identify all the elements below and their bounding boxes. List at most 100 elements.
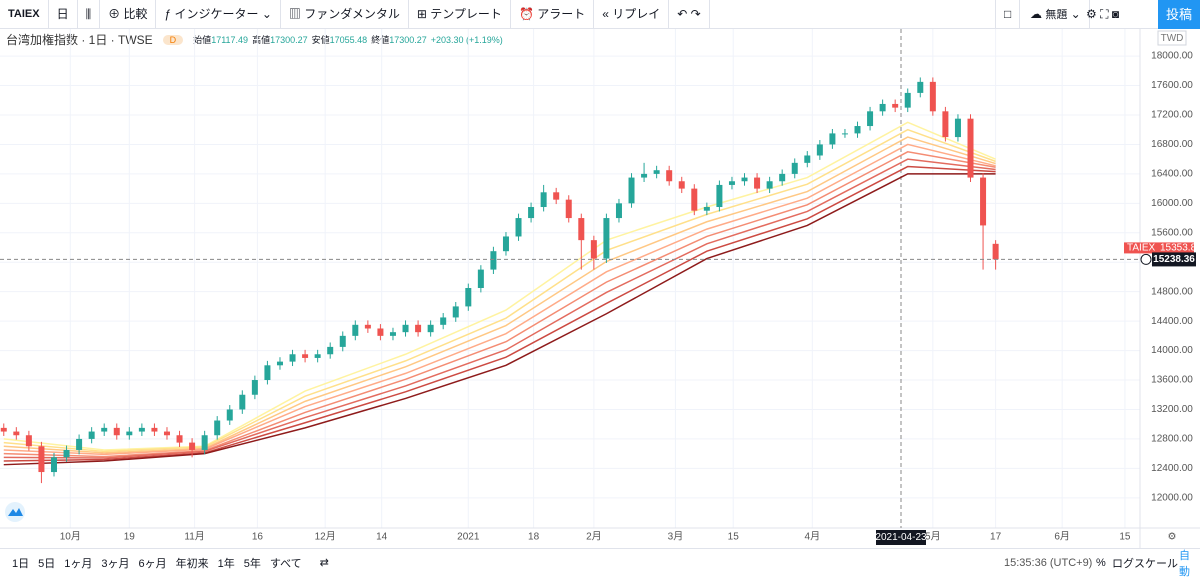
range-button[interactable]: 1ヶ月 [64, 557, 93, 570]
crosshair-date-bg [876, 530, 926, 545]
candle-body [201, 435, 208, 450]
candle-body [364, 324, 371, 329]
candle-body [754, 177, 761, 189]
candle-body [980, 177, 987, 226]
compare[interactable]: ⊕ 比較 [100, 0, 157, 29]
templates[interactable]: ⊞ テンプレート [409, 0, 511, 29]
range-button[interactable]: 5日 [38, 557, 56, 570]
candle-body [490, 251, 497, 270]
candle-body [88, 431, 95, 439]
candle-body [427, 324, 434, 333]
x-tick-label: 10月 [60, 531, 81, 543]
cloud-label: 無題 [1045, 8, 1068, 21]
settings-icon: ⚙ [1168, 532, 1177, 543]
candle-body [904, 92, 911, 108]
templates-label: テンプレート [430, 6, 502, 21]
candle-body [138, 427, 145, 432]
candle-body [38, 446, 45, 473]
candle-body [590, 240, 597, 259]
auto-scale[interactable]: 自動 [1179, 549, 1190, 578]
date-range[interactable]: ⇄ [319, 557, 329, 569]
y-tick-label: 14800.00 [1151, 286, 1193, 297]
candle-body [791, 162, 798, 174]
candle-body [502, 236, 509, 252]
percent[interactable]: % [1096, 556, 1106, 569]
candle-body [703, 207, 710, 211]
candle-body [126, 431, 133, 436]
layout[interactable]: □ [995, 0, 1021, 29]
publish-button[interactable]: 投稿 [1158, 0, 1200, 29]
candle-body [691, 188, 698, 211]
candle-body [101, 427, 108, 432]
ribbon-line [3, 158, 996, 459]
candle-body [854, 126, 861, 134]
fundamentals[interactable]: ▥ ファンダメンタル [281, 0, 409, 29]
undo[interactable]: ↶ ↷ [669, 0, 710, 29]
range-button[interactable]: 1日 [12, 557, 30, 570]
price-plus [1140, 253, 1152, 265]
x-tick-label: 12月 [315, 531, 336, 543]
y-tick-label: 14000.00 [1151, 345, 1193, 356]
change: +203.30 (+1.19%) [430, 34, 503, 45]
bar-style[interactable]: ⫼ [78, 0, 101, 29]
indicators-label: インジケーター [174, 6, 259, 21]
range-button[interactable]: 5年 [243, 557, 261, 570]
candle-body [992, 243, 999, 260]
candle-body [176, 435, 183, 443]
candle-body [189, 442, 196, 450]
range-button[interactable]: 1年 [217, 557, 235, 570]
candle-body [515, 218, 522, 237]
y-tick-label: 15600.00 [1151, 227, 1193, 238]
candle-body [352, 324, 359, 336]
x-tick-label: 17 [990, 532, 1002, 543]
candle-body [25, 435, 32, 447]
x-tick-label: 4月 [805, 531, 821, 543]
currency-box [1157, 30, 1187, 46]
settings[interactable]: ⚙ ⛶ ◙ [1086, 6, 1120, 21]
symbol-tag-price: 15353.89 [1160, 243, 1200, 254]
candle-body [440, 317, 447, 325]
candle-body [13, 431, 20, 436]
y-tick-label: 16400.00 [1151, 169, 1193, 180]
x-tick-label: 3月 [668, 531, 684, 543]
range-button[interactable]: 年初来 [175, 557, 209, 570]
y-tick-label: 12400.00 [1151, 463, 1193, 474]
candle-body [76, 438, 83, 450]
alert[interactable]: ⏰ アラート [511, 0, 595, 29]
symbol[interactable]: TAIEX [0, 0, 49, 29]
y-tick-label: 18000.00 [1151, 51, 1193, 62]
candle-body [415, 324, 422, 333]
y-tick-label: 13600.00 [1151, 375, 1193, 386]
ribbon-line [3, 121, 996, 451]
cloud[interactable]: ☁ 無題 ⌄ [1022, 0, 1090, 29]
candle-body [327, 346, 334, 355]
candle-body [954, 118, 961, 138]
x-tick-label: 2月 [586, 531, 602, 543]
candle-body [452, 306, 459, 318]
x-tick-label: 15 [1119, 532, 1131, 543]
range-button[interactable]: 6ヶ月 [138, 557, 167, 570]
range-button[interactable]: すべて [269, 557, 302, 570]
ohlc-value: 17117.49 [211, 34, 249, 45]
range-button[interactable]: 3ヶ月 [101, 557, 130, 570]
candle-body [879, 103, 886, 112]
candle-body [766, 181, 773, 189]
candle-body [251, 380, 258, 395]
chart: TWD 12000.00 12400.00 12800.00 13200.00 1360… [0, 29, 1200, 548]
indicators[interactable]: ƒ インジケーター ⌄ [156, 0, 281, 29]
candle-body [214, 420, 221, 436]
candle-body [867, 111, 874, 127]
candle-body [402, 324, 409, 333]
candle-body [565, 199, 572, 219]
candle-body [741, 177, 748, 182]
fundamentals-label: ファンダメンタル [304, 6, 400, 21]
replay[interactable]: « リプレイ [594, 0, 670, 29]
candle-body [465, 288, 472, 307]
candle-body [113, 427, 120, 436]
y-tick-label: 16800.00 [1151, 139, 1193, 150]
interval[interactable]: 日 [49, 0, 78, 29]
time: 15:35:36 (UTC+9) [1004, 556, 1093, 569]
badge: D [162, 34, 184, 45]
crosshair-date: 2021-04-23 [875, 532, 927, 543]
log-scale[interactable]: ログスケール [1112, 557, 1178, 570]
